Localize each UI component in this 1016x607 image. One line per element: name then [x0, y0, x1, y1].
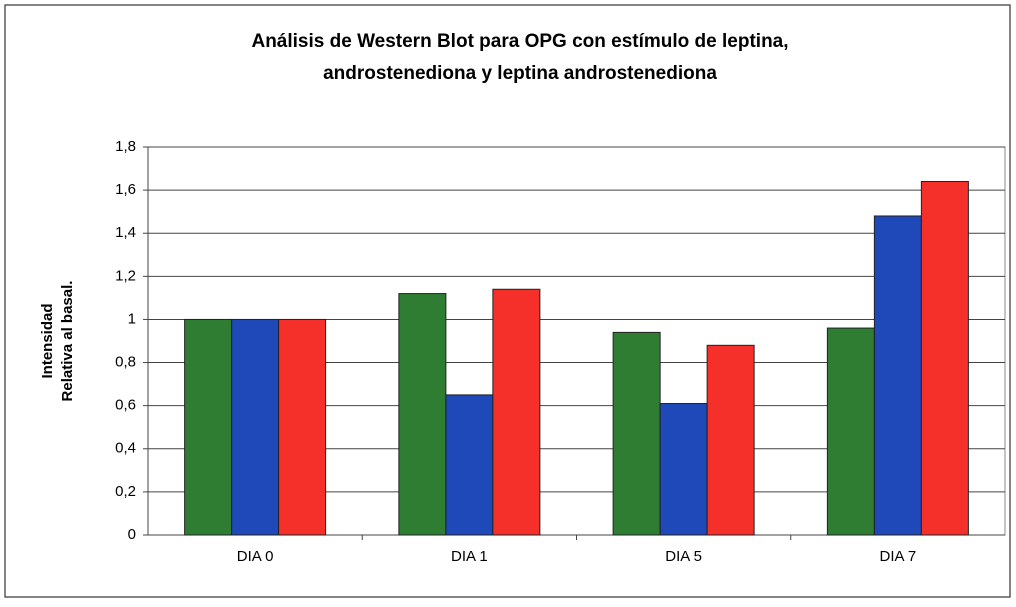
bar — [492, 288, 541, 536]
bar — [612, 331, 661, 536]
y-tick-label: 0 — [128, 526, 136, 543]
y-tick-label: 1,4 — [115, 224, 136, 241]
x-tick-label: DIA 7 — [880, 548, 917, 565]
bar — [826, 327, 875, 536]
bar — [184, 318, 233, 536]
bar — [231, 318, 280, 536]
y-tick-label: 0,4 — [115, 440, 136, 457]
x-tick-label: DIA 1 — [451, 548, 488, 565]
bar — [398, 293, 447, 536]
x-tick-label: DIA 0 — [237, 548, 274, 565]
bar — [706, 344, 755, 536]
y-tick-label: 1,8 — [115, 138, 136, 155]
bar — [278, 318, 327, 536]
y-tick-label: 0,8 — [115, 354, 136, 371]
bar — [659, 403, 708, 536]
chart-title: Análisis de Western Blot para OPG con es… — [251, 31, 788, 52]
chart-title: androstenediona y leptina androstenedion… — [323, 63, 717, 84]
bar — [445, 394, 494, 536]
bar — [920, 180, 969, 536]
x-tick-label: DIA 5 — [665, 548, 702, 565]
y-tick-label: 1,6 — [115, 181, 136, 198]
y-tick-label: 1 — [128, 310, 136, 327]
y-axis-label: Relativa al basal. — [59, 281, 76, 402]
y-tick-label: 1,2 — [115, 267, 136, 284]
bar — [873, 215, 922, 536]
y-tick-label: 0,2 — [115, 483, 136, 500]
y-axis-label: Intensidad — [39, 303, 56, 378]
y-tick-label: 0,6 — [115, 397, 136, 414]
